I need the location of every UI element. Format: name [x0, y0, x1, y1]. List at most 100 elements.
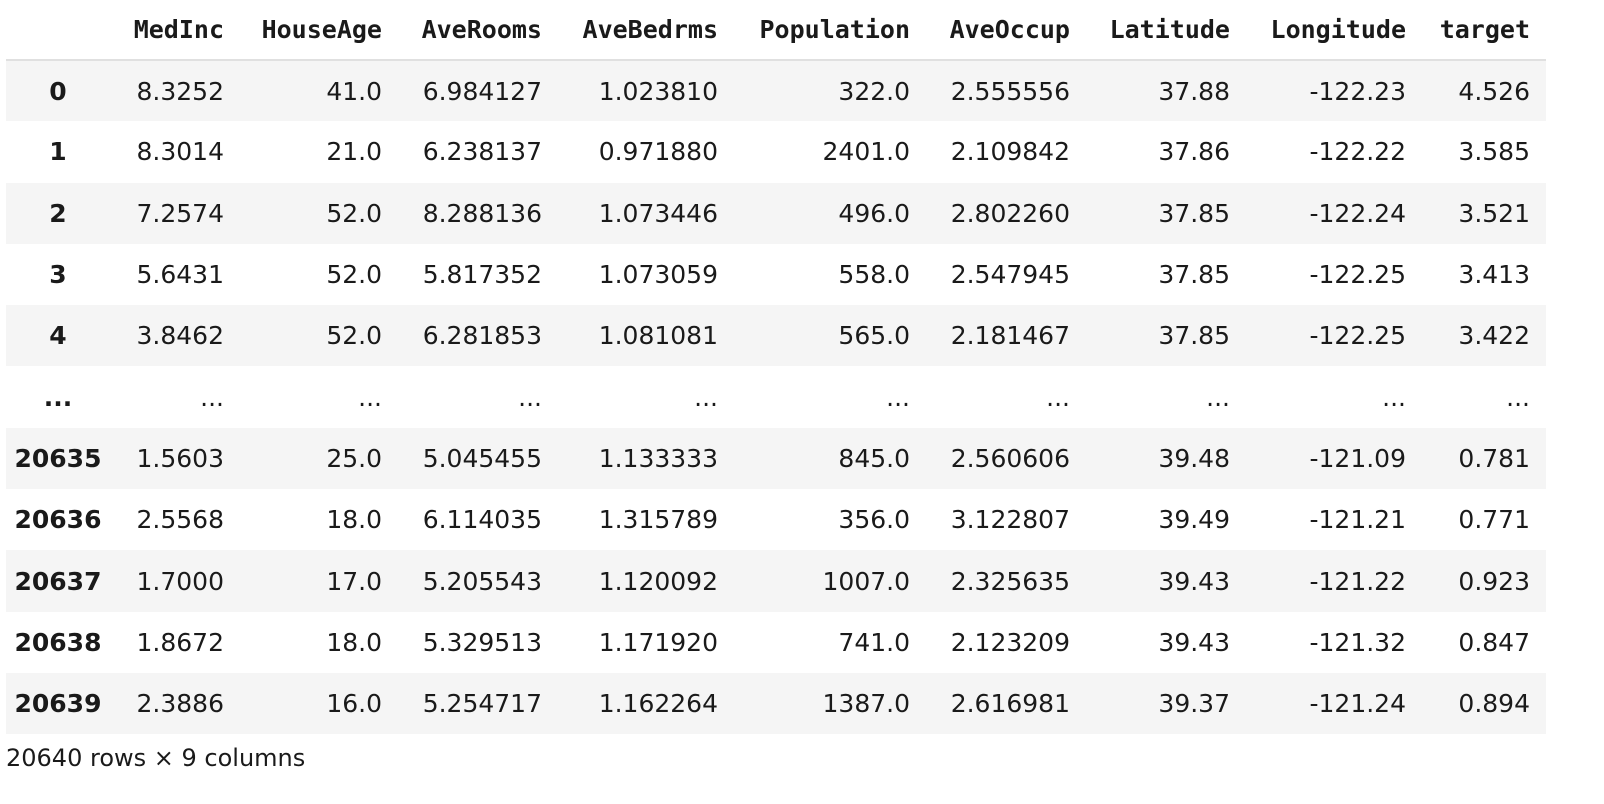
- table-cell: 2.109842: [950, 137, 1070, 167]
- table-row: 20639 2.3886 16.0 5.254717 1.162264 1387.0 2.6…: [6, 672, 1546, 735]
- table-cell: -122.22: [1309, 137, 1407, 167]
- table-cell: 41.0: [326, 76, 382, 106]
- table-row: 3 5.6431 52.0 5.817352 1.073059 558.0 2.547945…: [6, 244, 1546, 305]
- table-cell: 558.0: [838, 260, 910, 290]
- table-cell: 845.0: [838, 443, 910, 473]
- table-cell: 2.616981: [950, 689, 1070, 719]
- table-cell: 8.288136: [422, 198, 542, 228]
- row-index: 3: [49, 260, 67, 290]
- table-cell: 6.114035: [422, 505, 542, 535]
- table-cell: -122.25: [1309, 260, 1407, 290]
- table-cell: 5.6431: [136, 260, 224, 290]
- table-cell: 2401.0: [822, 137, 910, 167]
- row-index: 1: [49, 137, 67, 167]
- table-cell: ...: [1206, 382, 1230, 412]
- row-index: 20638: [14, 627, 102, 657]
- table-cell: 322.0: [838, 76, 910, 106]
- table-cell: 3.122807: [950, 505, 1070, 535]
- table-cell: 21.0: [326, 137, 382, 167]
- table-cell: 2.123209: [950, 627, 1070, 657]
- table-cell: 39.43: [1158, 627, 1230, 657]
- table-cell: ...: [200, 382, 224, 412]
- table-cell: 7.2574: [136, 198, 224, 228]
- table-row: 20635 1.5603 25.0 5.045455 1.133333 845.0 2.56…: [6, 427, 1546, 490]
- table-cell: 1.120092: [598, 566, 718, 596]
- table-cell: -121.09: [1309, 443, 1407, 473]
- row-index: 4: [49, 321, 67, 351]
- table-cell: 8.3252: [136, 76, 224, 106]
- table-cell: -121.22: [1309, 566, 1407, 596]
- row-index: 20636: [14, 505, 102, 535]
- table-cell: 17.0: [326, 566, 382, 596]
- table-cell: 3.585: [1458, 137, 1530, 167]
- row-index: 20639: [14, 689, 102, 719]
- table-cell: -121.21: [1309, 505, 1407, 535]
- column-header-aveoccup: AveOccup: [926, 0, 1086, 61]
- table-cell: 1.315789: [598, 505, 718, 535]
- table-cell: -122.25: [1309, 321, 1407, 351]
- table-cell: 2.181467: [950, 321, 1070, 351]
- table-cell: 2.5568: [136, 505, 224, 535]
- table-row: 20637 1.7000 17.0 5.205543 1.120092 1007.0 2.3…: [6, 550, 1546, 612]
- table-cell: 0.847: [1458, 627, 1530, 657]
- dataframe-table: MedInc HouseAge AveRooms AveBedrms Popul…: [6, 0, 1546, 735]
- column-header-target: target: [1422, 0, 1546, 61]
- table-cell: 0.894: [1458, 689, 1530, 719]
- table-cell: 52.0: [326, 198, 382, 228]
- row-index: 2: [49, 198, 67, 228]
- table-cell: 2.547945: [950, 260, 1070, 290]
- table-row: 4 3.8462 52.0 6.281853 1.081081 565.0 2.181467…: [6, 305, 1546, 367]
- table-cell: 18.0: [326, 505, 382, 535]
- table-cell: 0.781: [1458, 443, 1530, 473]
- column-header-population: Population: [734, 0, 926, 61]
- table-cell: 2.3886: [136, 689, 224, 719]
- table-cell: -121.32: [1309, 627, 1407, 657]
- table-row: 1 8.3014 21.0 6.238137 0.971880 2401.0 2.10984…: [6, 121, 1546, 182]
- table-cell: 39.48: [1158, 443, 1230, 473]
- table-cell: 5.254717: [422, 689, 542, 719]
- column-header-longitude: Longitude: [1246, 0, 1422, 61]
- row-index: 20637: [14, 566, 102, 596]
- table-cell: 3.413: [1458, 260, 1530, 290]
- table-cell: 37.88: [1158, 76, 1230, 106]
- table-cell: 6.984127: [422, 76, 542, 106]
- table-body: 0 8.3252 41.0 6.984127 1.023810 322.0 2.555556…: [6, 60, 1546, 735]
- table-cell: 496.0: [838, 198, 910, 228]
- table-cell: ...: [694, 382, 718, 412]
- table-cell: 0.923: [1458, 566, 1530, 596]
- table-cell: ...: [358, 382, 382, 412]
- table-cell: 37.85: [1158, 260, 1230, 290]
- table-cell: 25.0: [326, 443, 382, 473]
- table-cell: 1.133333: [598, 443, 718, 473]
- index-header: [6, 0, 110, 61]
- table-cell: 1007.0: [822, 566, 910, 596]
- table-cell: 1.171920: [598, 627, 718, 657]
- table-cell: -122.23: [1309, 76, 1407, 106]
- table-cell: 5.329513: [422, 627, 542, 657]
- table-cell: ...: [886, 382, 910, 412]
- table-cell: 8.3014: [136, 137, 224, 167]
- row-index: 0: [49, 76, 67, 106]
- table-row: 2 7.2574 52.0 8.288136 1.073446 496.0 2.802260…: [6, 182, 1546, 244]
- table-cell: 2.802260: [950, 198, 1070, 228]
- table-cell: 4.526: [1458, 76, 1530, 106]
- table-cell: 565.0: [838, 321, 910, 351]
- table-cell: ...: [1506, 382, 1530, 412]
- table-cell: 356.0: [838, 505, 910, 535]
- table-cell: 3.422: [1458, 321, 1530, 351]
- table-cell: ...: [518, 382, 542, 412]
- table-cell: 1.5603: [136, 443, 224, 473]
- table-cell: 5.205543: [422, 566, 542, 596]
- table-cell: 6.238137: [422, 137, 542, 167]
- table-cell: 18.0: [326, 627, 382, 657]
- table-cell: 1.7000: [136, 566, 224, 596]
- table-cell: 16.0: [326, 689, 382, 719]
- table-cell: 6.281853: [422, 321, 542, 351]
- table-cell: 5.045455: [422, 443, 542, 473]
- column-header-medinc: MedInc: [110, 0, 240, 61]
- table-cell: 37.85: [1158, 198, 1230, 228]
- table-cell: 2.560606: [950, 443, 1070, 473]
- table-cell: 1.073059: [598, 260, 718, 290]
- table-cell: 1.8672: [136, 627, 224, 657]
